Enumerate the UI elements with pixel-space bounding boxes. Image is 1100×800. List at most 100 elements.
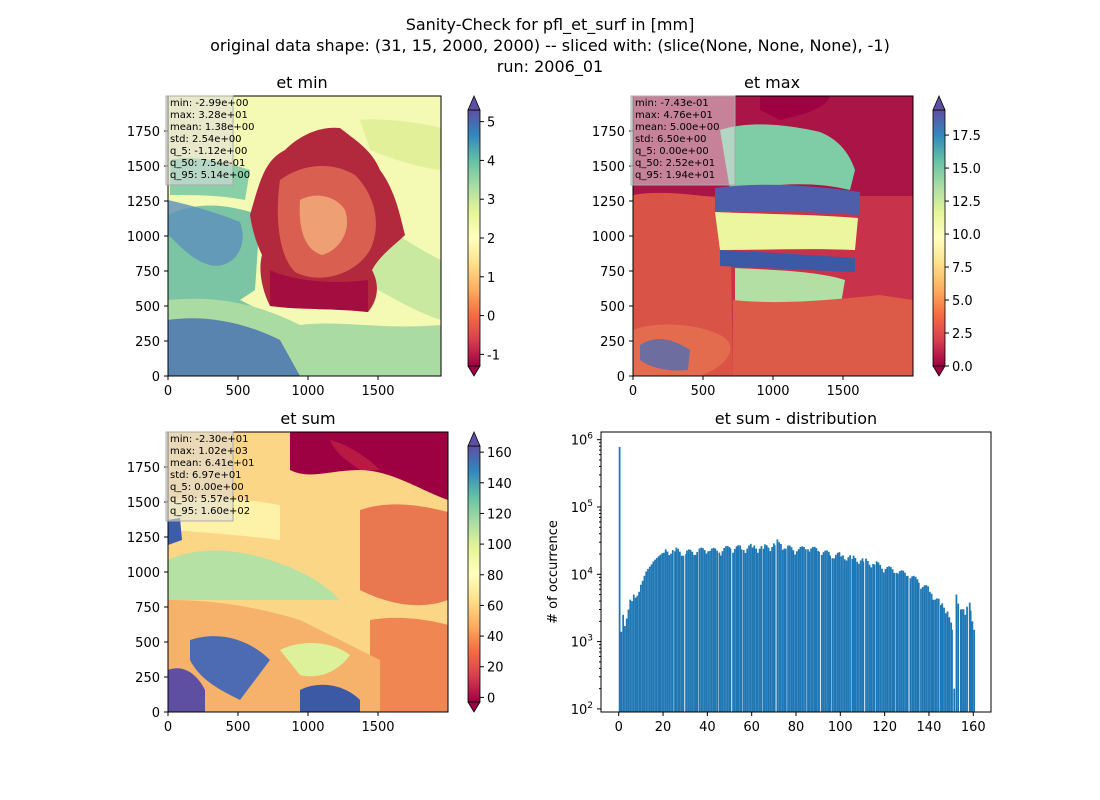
- panel-et-min: et min 0 500 1000 1500: [127, 73, 500, 399]
- histogram-bar: [925, 585, 928, 712]
- histogram-bar: [914, 576, 917, 712]
- histogram-bar: [742, 550, 745, 712]
- y-tick-label: 250: [600, 335, 625, 350]
- stats-line: mean: 5.00e+00: [635, 122, 719, 133]
- histogram-bar: [902, 570, 905, 712]
- histogram-bar: [854, 558, 857, 712]
- y-tick-label: 102: [571, 701, 593, 718]
- histogram-bar: [815, 548, 818, 712]
- histogram-bar: [879, 564, 882, 712]
- histogram-bar: [884, 568, 887, 712]
- stats-line: max: 4.76e+01: [635, 110, 713, 121]
- histogram-bar: [618, 446, 621, 712]
- y-tick-label: 0: [152, 370, 160, 385]
- x-tick-label: 0: [615, 720, 623, 735]
- histogram-bar: [843, 559, 846, 712]
- histogram-bar: [955, 594, 958, 712]
- histogram-bar: [732, 552, 734, 712]
- x-tick-label: 1000: [756, 384, 789, 399]
- x-tick-label: 40: [699, 720, 716, 735]
- colorbar-extend-min: [467, 701, 481, 713]
- histogram-bar: [765, 545, 768, 712]
- colorbar-tick-label: 15.0: [952, 162, 981, 177]
- histogram-bar: [689, 549, 692, 712]
- colorbar-tick-label: 12.5: [952, 195, 981, 210]
- histogram-bar: [861, 558, 864, 712]
- y-tick-label: 500: [135, 300, 160, 315]
- histogram-bar: [702, 548, 704, 712]
- y-axis: 0 250 500 750 1000 1250 1500 1750: [127, 461, 168, 721]
- colorbar-extend-max: [932, 94, 946, 111]
- histogram-bar: [671, 550, 674, 712]
- histogram-bar: [943, 607, 945, 712]
- histogram-bars: [618, 446, 976, 712]
- histogram-bar: [807, 549, 809, 712]
- histogram-bar: [686, 550, 688, 712]
- colorbar-tick-label: 1: [487, 271, 495, 286]
- y-tick-label: 1750: [127, 461, 160, 476]
- histogram-bar: [968, 602, 971, 712]
- histogram-bar: [627, 609, 630, 712]
- colorbar-tick-label: 120: [487, 507, 512, 522]
- histogram-bar: [663, 552, 665, 712]
- histogram-bar: [636, 595, 639, 712]
- histogram-bar: [803, 547, 805, 712]
- histogram-bar: [971, 621, 974, 712]
- histogram-bar: [753, 545, 756, 712]
- histogram-bar: [909, 578, 912, 712]
- stats-line: mean: 6.41e+01: [170, 458, 254, 469]
- colorbar-tick-label: 80: [487, 569, 504, 584]
- histogram-bar: [655, 557, 658, 712]
- y-axis: 0 250 500 750 1000 1250 1500 1750: [127, 125, 168, 385]
- histogram-bar: [694, 554, 697, 712]
- histogram-bar: [840, 556, 843, 712]
- histogram-bar: [700, 547, 703, 712]
- histogram-bar: [829, 555, 832, 712]
- histogram-bar: [920, 588, 922, 712]
- y-axis: 0 250 500 750 1000 1250 1500 1750: [592, 125, 633, 385]
- figure-title-line-2: original data shape: (31, 15, 2000, 2000…: [210, 36, 890, 55]
- histogram-bar: [957, 603, 960, 712]
- histogram-bar: [668, 555, 671, 712]
- histogram-bar: [776, 539, 779, 712]
- histogram-bar: [709, 550, 711, 712]
- y-tick-label: 250: [135, 671, 160, 686]
- colorbar-tick-label: 4: [487, 154, 495, 169]
- histogram-bar: [670, 553, 672, 712]
- histogram-bar: [643, 575, 646, 712]
- histogram-bar: [792, 550, 795, 712]
- histogram-bar: [749, 543, 752, 712]
- histogram-bar: [868, 564, 871, 712]
- heatmap-image: [633, 96, 913, 376]
- y-tick-label: 0: [152, 706, 160, 721]
- histogram-bar: [852, 555, 855, 712]
- histogram-bar: [691, 551, 694, 712]
- colorbar-tick-label: 2: [487, 232, 495, 247]
- histogram-bar: [845, 560, 848, 712]
- x-tick-label: 140: [917, 720, 942, 735]
- histogram-bar: [881, 568, 883, 712]
- histogram-bar: [797, 549, 800, 712]
- histogram-bar: [822, 552, 825, 712]
- y-tick-label: 1750: [592, 125, 625, 140]
- histogram-bar: [640, 584, 642, 712]
- x-tick-label: 1500: [361, 720, 394, 735]
- histogram-bar: [751, 547, 754, 712]
- histogram-bar: [895, 572, 898, 712]
- histogram-bar: [826, 550, 828, 712]
- histogram-bar: [769, 551, 772, 712]
- figure-title-line-1: Sanity-Check for pfl_et_surf in [mm]: [406, 15, 695, 35]
- x-tick-label: 1500: [361, 384, 394, 399]
- histogram-bar: [788, 545, 791, 712]
- histogram-bar: [703, 550, 706, 712]
- histogram-bar: [758, 548, 761, 712]
- histogram-bar: [966, 606, 968, 712]
- histogram-bar: [638, 591, 640, 712]
- x-tick-label: 0: [164, 720, 172, 735]
- histogram-bar: [849, 555, 851, 712]
- histogram-bar: [710, 548, 713, 712]
- histogram-bar: [877, 562, 880, 712]
- histogram-bar: [810, 548, 812, 712]
- stats-line: mean: 1.38e+00: [170, 122, 254, 133]
- x-tick-label: 120: [872, 720, 897, 735]
